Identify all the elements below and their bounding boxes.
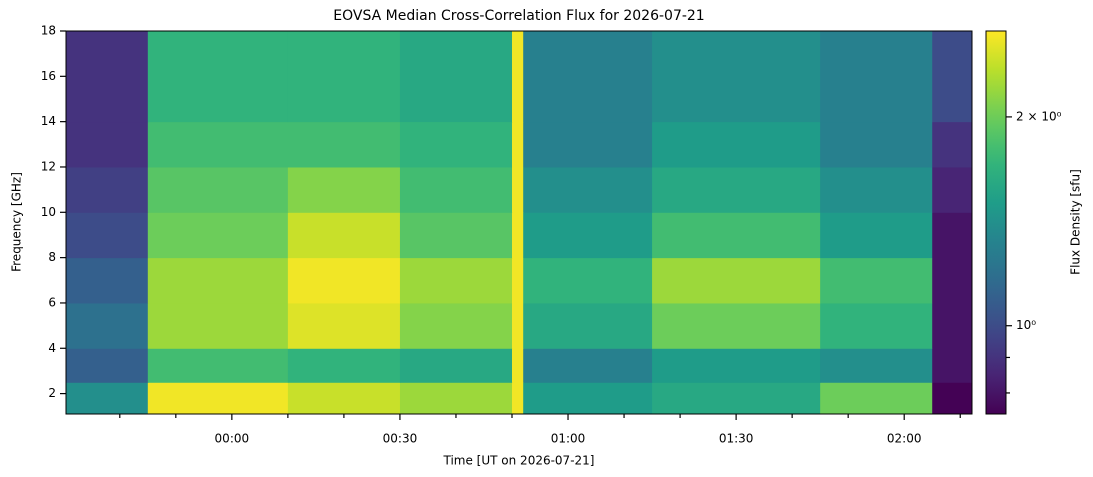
heatmap-cell [523, 348, 653, 383]
heatmap-cell [399, 302, 513, 349]
heatmap-cell [147, 212, 289, 259]
heatmap-cell [66, 166, 149, 213]
heatmap-cell [66, 212, 149, 259]
heatmap-cell [287, 382, 401, 415]
heatmap-cell [147, 31, 289, 123]
heatmap-cell [652, 31, 821, 123]
heatmap-cell [287, 257, 401, 304]
heatmap-cell [511, 257, 524, 304]
heatmap-cell [652, 166, 821, 213]
heatmap-cell [511, 348, 524, 383]
heatmap-cell [287, 166, 401, 213]
y-tick-label: 4 [48, 341, 56, 355]
heatmap-cell [523, 166, 653, 213]
heatmap-cell [932, 121, 973, 168]
x-tick-label: 01:00 [551, 432, 586, 446]
heatmap-cell [652, 212, 821, 259]
heatmap-cell [399, 212, 513, 259]
y-tick-label: 18 [41, 24, 56, 38]
heatmap-cell [652, 302, 821, 349]
x-tick-label: 00:00 [215, 432, 250, 446]
y-tick-label: 8 [48, 250, 56, 264]
x-tick-label: 01:30 [719, 432, 754, 446]
y-axis-label: Frequency [GHz] [10, 172, 24, 272]
heatmap-cell [523, 302, 653, 349]
heatmap-cell [820, 212, 933, 259]
heatmap-cell [66, 382, 149, 415]
colorbar-tick-label: 2 × 10⁰ [1016, 109, 1062, 123]
heatmap-cell [820, 382, 933, 415]
plot-frame [65, 30, 973, 415]
heatmap-cell [66, 31, 149, 123]
heatmap-cell [523, 257, 653, 304]
heatmap-cell [147, 121, 289, 168]
heatmap-cell [399, 382, 513, 415]
y-tick-label: 6 [48, 295, 56, 309]
heatmap-cell [399, 166, 513, 213]
x-axis-label: Time [UT on 2026-07-21] [443, 454, 595, 468]
heatmap-cell [932, 302, 973, 349]
heatmap-cell [66, 348, 149, 383]
y-tick-label: 12 [41, 159, 56, 173]
heatmap-cell [523, 212, 653, 259]
heatmap-cell [66, 302, 149, 349]
y-tick-label: 10 [41, 205, 56, 219]
x-tick-label: 02:00 [887, 432, 922, 446]
heatmap-cell [287, 31, 401, 123]
y-tick-label: 16 [41, 69, 56, 83]
heatmap-cell [511, 121, 524, 168]
heatmap-cell [511, 212, 524, 259]
heatmap-cell [287, 212, 401, 259]
heatmap-cell [932, 212, 973, 259]
y-tick-label: 2 [48, 386, 56, 400]
colorbar [985, 30, 1007, 415]
heatmap-cell [820, 166, 933, 213]
heatmap-cell [820, 302, 933, 349]
y-tick-label: 14 [41, 114, 56, 128]
heatmap-cell [147, 257, 289, 304]
heatmap-cell [511, 31, 524, 123]
heatmap-cell [287, 348, 401, 383]
heatmap-cell [147, 348, 289, 383]
heatmap-cell [147, 382, 289, 415]
heatmap-cell [932, 166, 973, 213]
heatmap-cell [399, 31, 513, 123]
heatmap-cell [652, 121, 821, 168]
heatmap-cell [932, 382, 973, 415]
heatmap [66, 31, 973, 415]
heatmap-cell [652, 382, 821, 415]
heatmap-cell [66, 121, 149, 168]
heatmap-cell [511, 166, 524, 213]
heatmap-cell [820, 257, 933, 304]
heatmap-cell [511, 382, 524, 415]
heatmap-cell [820, 31, 933, 123]
heatmap-cell [66, 257, 149, 304]
colorbar-label: Flux Density [sfu] [1069, 169, 1083, 275]
heatmap-cell [399, 257, 513, 304]
heatmap-cell [932, 31, 973, 123]
heatmap-cell [820, 348, 933, 383]
heatmap-cell [147, 302, 289, 349]
x-tick-label: 00:30 [383, 432, 418, 446]
heatmap-cell [652, 257, 821, 304]
heatmap-cell [652, 348, 821, 383]
heatmap-cell [147, 166, 289, 213]
colorbar-tick-label: 10⁰ [1016, 318, 1036, 332]
heatmap-cell [932, 348, 973, 383]
heatmap-cell [287, 302, 401, 349]
heatmap-cell [523, 121, 653, 168]
heatmap-cell [820, 121, 933, 168]
heatmap-cell [932, 257, 973, 304]
chart-title: EOVSA Median Cross-Correlation Flux for … [333, 8, 704, 24]
heatmap-cell [523, 31, 653, 123]
heatmap-cell [523, 382, 653, 415]
heatmap-cell [399, 121, 513, 168]
heatmap-cell [511, 302, 524, 349]
heatmap-cell [399, 348, 513, 383]
heatmap-cell [287, 121, 401, 168]
